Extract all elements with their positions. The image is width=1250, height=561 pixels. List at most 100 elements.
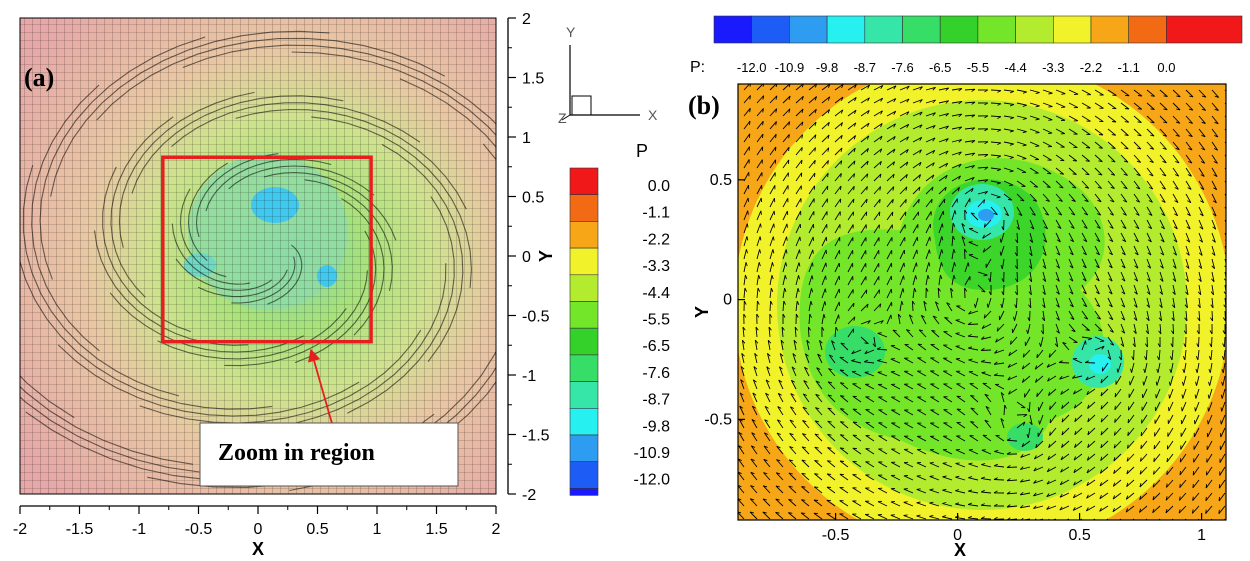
velocity-vector [754, 352, 758, 364]
velocity-vector [1208, 375, 1213, 386]
velocity-vector [1146, 154, 1154, 164]
velocity-vector [985, 406, 992, 416]
velocity-vector [1084, 360, 1096, 364]
velocity-vector [1114, 401, 1122, 411]
velocity-vector [763, 445, 771, 455]
velocity-vector [1081, 193, 1089, 203]
velocity-vector [782, 287, 787, 299]
velocity-vector [951, 198, 958, 208]
x-tick-label: 1.5 [425, 521, 447, 538]
velocity-vector [917, 343, 927, 351]
swirl-line [231, 256, 296, 304]
velocity-vector [814, 407, 823, 416]
velocity-vector [942, 515, 953, 520]
velocity-vector [1171, 297, 1176, 309]
velocity-vector [1042, 232, 1048, 243]
velocity-vector [1159, 193, 1166, 203]
velocity-vector [990, 180, 1001, 185]
velocity-vector [860, 211, 868, 221]
velocity-vector [1101, 362, 1109, 372]
velocity-vector [1055, 297, 1060, 308]
velocity-vector [1152, 479, 1161, 488]
velocity-vector [839, 460, 849, 468]
velocity-vector [981, 463, 992, 468]
velocity-vector [1055, 219, 1062, 229]
velocity-vector [964, 209, 968, 221]
velocity-vector [925, 249, 931, 260]
velocity-vector [899, 173, 908, 182]
velocity-vector [769, 287, 774, 299]
velocity-vector [1120, 89, 1130, 97]
x-tick-label: -1 [132, 521, 146, 538]
velocity-vector [873, 160, 882, 169]
velocity-vector [878, 461, 888, 468]
swirl-line [157, 308, 347, 360]
velocity-vector [994, 449, 1005, 455]
velocity-vector [738, 445, 745, 455]
velocity-vector [754, 339, 759, 351]
velocity-vector [1073, 401, 1083, 409]
velocity-vector [1100, 401, 1109, 410]
velocity-vector [1133, 232, 1139, 243]
velocity-vector [794, 326, 798, 338]
velocity-vector [1205, 505, 1213, 514]
velocity-vector [860, 160, 869, 169]
velocity-vector [1146, 232, 1152, 243]
velocity-vector [1081, 102, 1091, 109]
legend-level-label: 0.0 [1157, 60, 1175, 75]
velocity-vector [1195, 349, 1200, 361]
velocity-vector [769, 121, 777, 130]
velocity-vector [808, 134, 817, 143]
velocity-vector [1112, 505, 1122, 513]
velocity-vector [847, 147, 856, 156]
velocity-vector [1059, 479, 1070, 486]
velocity-vector [743, 223, 749, 234]
velocity-vector [1014, 245, 1018, 257]
velocity-vector [1061, 427, 1070, 436]
velocity-vector [873, 110, 883, 117]
velocity-vector [1180, 440, 1187, 450]
velocity-vector [1107, 284, 1113, 295]
velocity-vector [1133, 141, 1142, 150]
velocity-vector [930, 343, 940, 351]
velocity-vector [743, 313, 747, 325]
velocity-vector [769, 262, 774, 273]
legend-level-label: 0.0 [648, 178, 670, 195]
velocity-vector [1021, 362, 1031, 370]
velocity-vector [1024, 336, 1031, 347]
velocity-vector [860, 289, 868, 299]
velocity-vector [813, 486, 823, 494]
velocity-vector [1126, 440, 1135, 449]
velocity-vector [1068, 141, 1078, 149]
velocity-vector [1094, 284, 1100, 295]
velocity-vector [1016, 89, 1027, 94]
velocity-vector [899, 85, 910, 91]
velocity-vector [1207, 388, 1213, 399]
velocity-vector [1113, 427, 1122, 436]
velocity-vector [1107, 232, 1114, 243]
velocity-vector [1007, 375, 1018, 381]
velocity-vector [1198, 206, 1204, 217]
velocity-vector [1107, 310, 1114, 321]
velocity-vector [826, 499, 836, 507]
panel-b-legend: -12.0 -10.9 -9.8 -8.7 -7.6 -6.5 -5.5 -4.4 -3.3 -2… [690, 15, 1243, 76]
velocity-vector [932, 315, 940, 325]
velocity-vector [839, 500, 849, 507]
velocity-vector [1221, 362, 1226, 374]
x-tick-label: -0.5 [185, 521, 213, 538]
velocity-vector [890, 383, 901, 390]
swirl-line [179, 188, 227, 278]
velocity-vector [1021, 375, 1031, 383]
velocity-vector [938, 223, 944, 234]
velocity-vector [891, 396, 901, 403]
velocity-vector [905, 329, 914, 338]
velocity-vector [1219, 440, 1226, 451]
swirl-line [267, 244, 303, 305]
velocity-vector [1038, 414, 1044, 425]
velocity-vector [1120, 271, 1126, 282]
velocity-vector [956, 435, 966, 442]
x-tick-label: 0 [254, 521, 263, 538]
velocity-vector [938, 138, 949, 143]
velocity-vector [886, 301, 893, 312]
velocity-vector [873, 320, 884, 325]
